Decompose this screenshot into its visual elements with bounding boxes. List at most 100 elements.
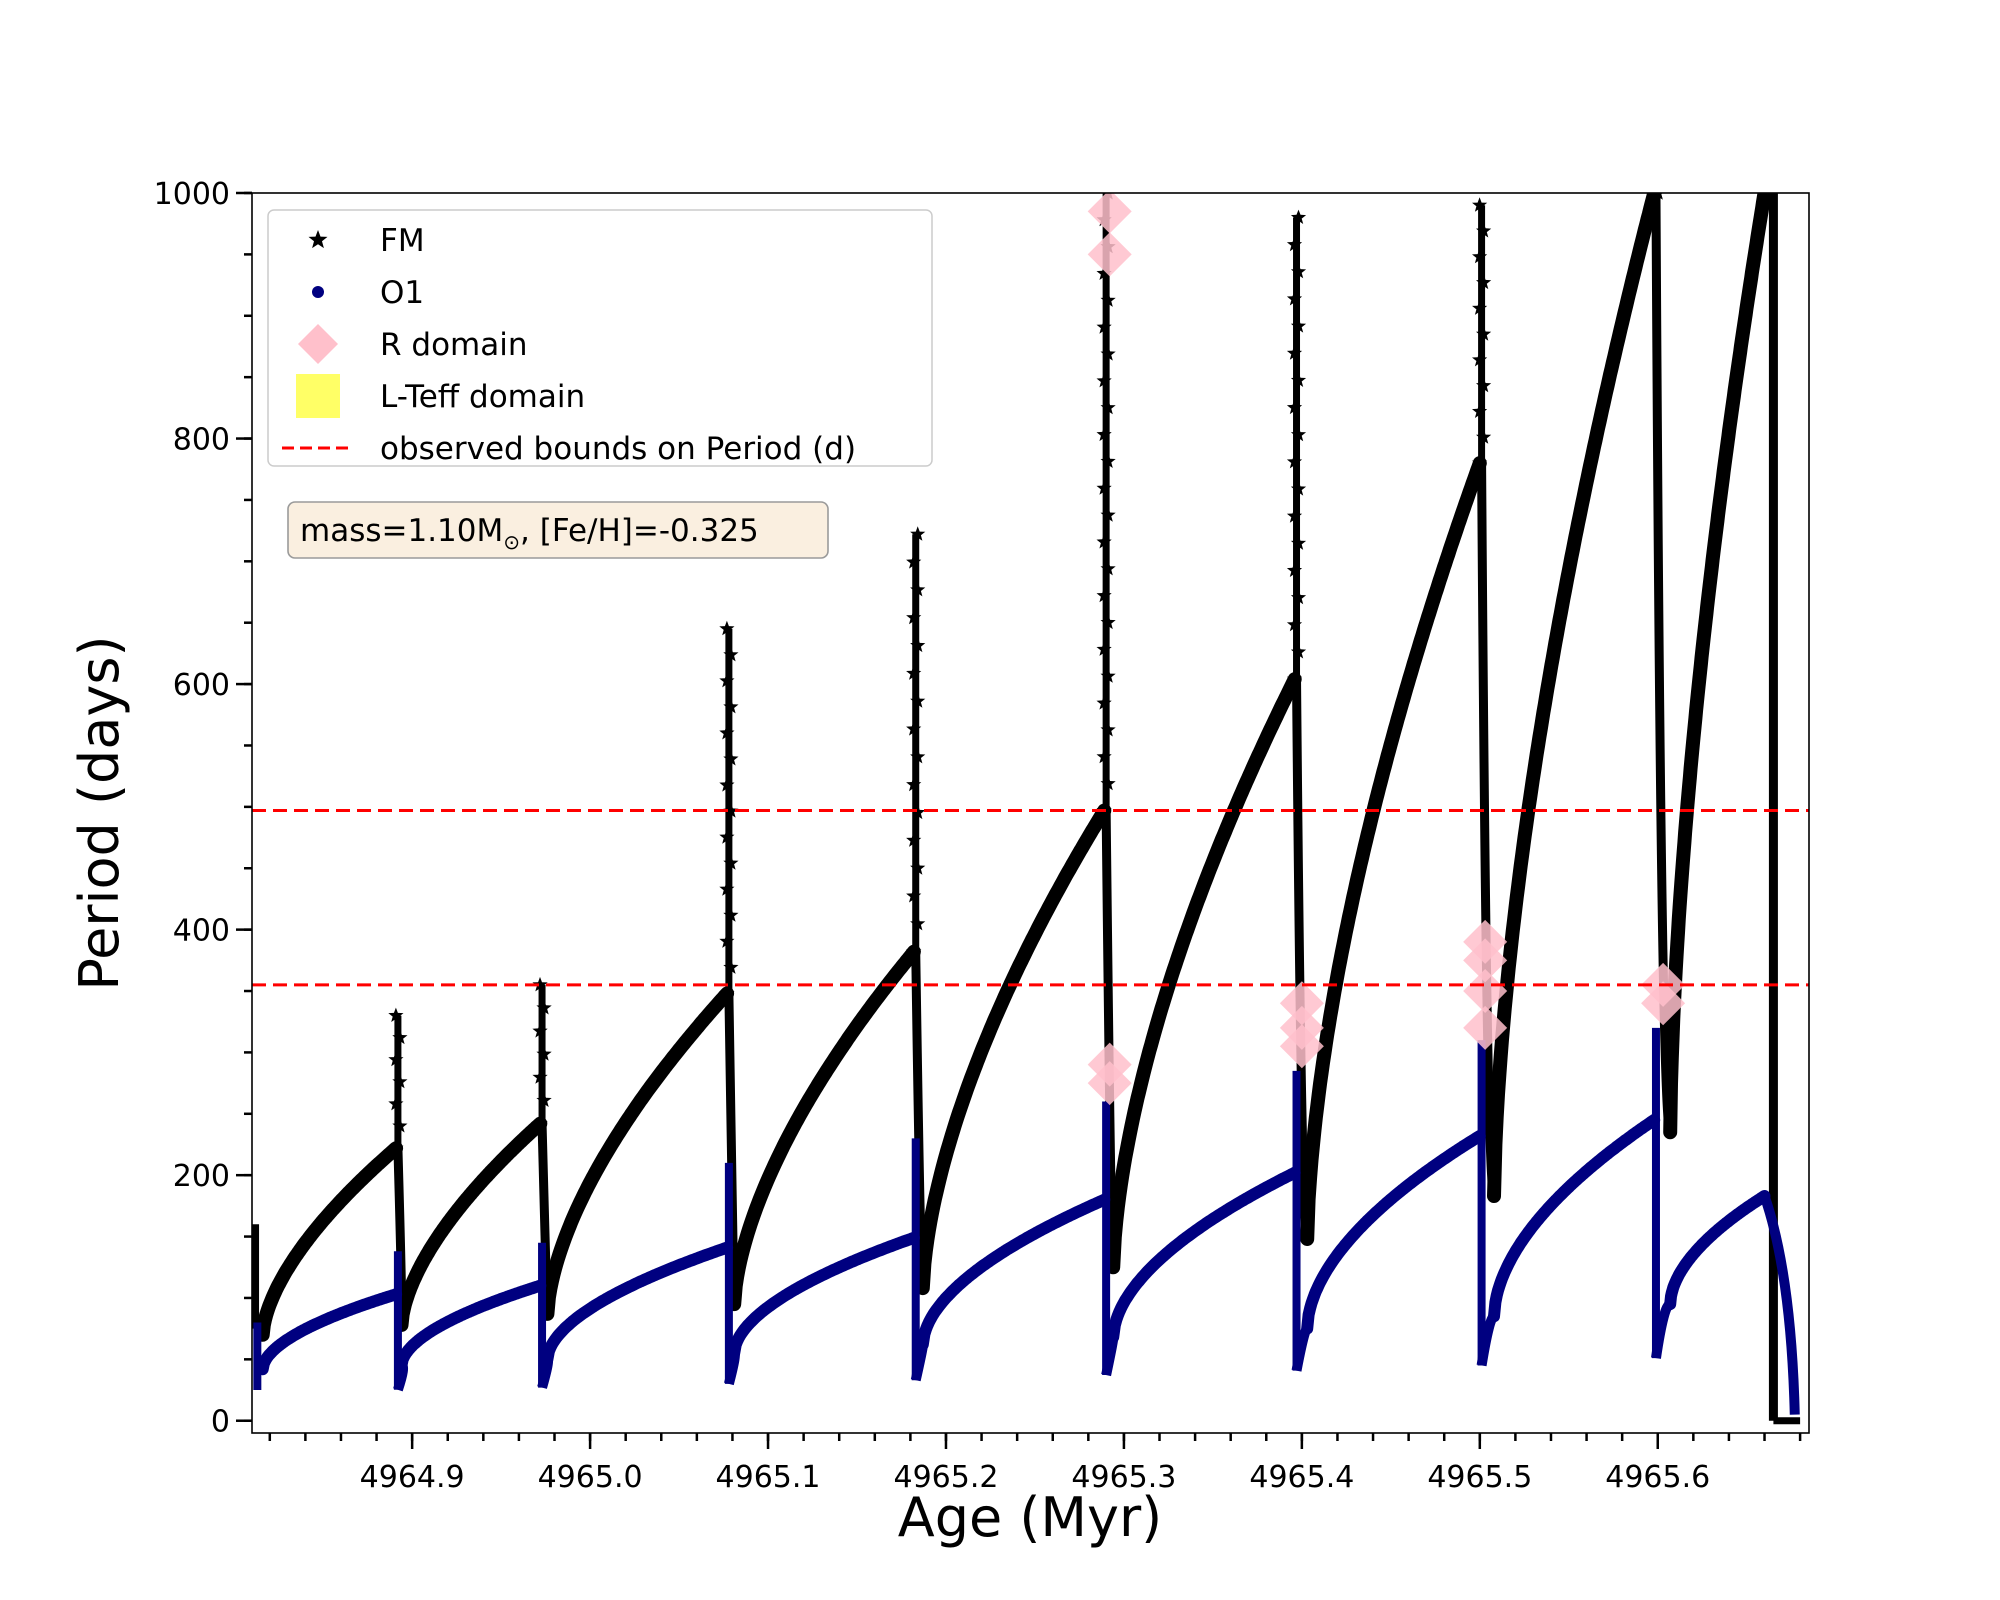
fm-star — [723, 855, 739, 870]
fm-star — [392, 1118, 408, 1133]
fm-star — [1476, 326, 1492, 341]
r-domain-point-0 — [1087, 193, 1132, 234]
fm-star — [388, 1140, 404, 1155]
o1-trail-5 — [1107, 1166, 1301, 1344]
legend-label: FM — [380, 223, 425, 259]
y-axis-title: Period (days) — [68, 635, 131, 990]
legend-item-r-domain: R domain — [298, 324, 528, 364]
o1-trail-3 — [728, 1231, 920, 1360]
fm-star — [536, 1046, 552, 1061]
fm-star — [906, 554, 922, 569]
fm-star — [1100, 722, 1116, 737]
legend-item-l-teff-domain: L-Teff domain — [296, 374, 585, 418]
x-axis-title: Age (Myr) — [898, 1486, 1163, 1549]
fm-star — [532, 1069, 548, 1084]
fm-star — [1472, 248, 1488, 264]
fm-star — [536, 1092, 552, 1107]
fm-star — [1286, 291, 1303, 306]
fm-star — [1100, 775, 1116, 791]
fm-star — [1290, 426, 1307, 442]
fm-star — [906, 721, 922, 736]
fm-star — [1476, 274, 1492, 290]
fm-trail-8 — [1663, 193, 1772, 1140]
fm-star — [719, 985, 735, 1000]
fm-star — [1100, 560, 1116, 576]
observed-bounds-lines — [252, 809, 1809, 987]
legend-label: O1 — [380, 275, 424, 311]
fm-star — [1100, 346, 1116, 361]
annotation-text: mass=1.10M⊙, [Fe/H]=-0.325 — [300, 513, 759, 554]
fm-star — [719, 777, 735, 792]
fm-star — [532, 1023, 548, 1038]
fm-star — [1096, 319, 1112, 334]
fm-star — [1476, 377, 1492, 393]
fm-star — [906, 665, 922, 680]
fm-star — [1286, 616, 1303, 632]
legend-label: observed bounds on Period (d) — [380, 431, 856, 467]
fm-star — [719, 672, 735, 688]
fm-star — [1100, 292, 1116, 307]
legend: FM O1 R domain L-Teff domain observed bounds… — [267, 209, 933, 467]
fm-star — [1290, 481, 1307, 496]
r-domain-point-10 — [1463, 1005, 1508, 1050]
o1-trail-4 — [916, 1193, 1111, 1351]
legend-frame — [267, 209, 933, 467]
fm-star — [723, 646, 739, 662]
legend-diamond-icon — [298, 324, 338, 364]
y-tick-label: 1000 — [154, 177, 230, 212]
fm-star — [719, 881, 735, 896]
y-tick-label: 200 — [173, 1159, 230, 1194]
o1-trail-6 — [1301, 1129, 1486, 1335]
fm-star — [719, 620, 735, 636]
x-axis: 4964.9 4965.0 4965.1 4965.2 4965.3 4965.4 4965… — [268, 1433, 1802, 1495]
fm-trail-6 — [1300, 456, 1487, 1246]
fm-star — [723, 959, 739, 974]
x-tick-label: 4964.9 — [360, 1460, 465, 1495]
legend-label: R domain — [380, 327, 528, 363]
fm-star — [1100, 668, 1116, 683]
fm-star — [1100, 453, 1116, 468]
fm-star — [719, 933, 735, 948]
fm-star — [906, 888, 922, 903]
fm-star — [1096, 534, 1112, 549]
fm-trail-3 — [727, 944, 921, 1312]
fm-star — [910, 693, 926, 708]
fm-star — [1472, 300, 1488, 315]
fm-star — [1472, 197, 1488, 212]
fm-star — [1286, 399, 1303, 415]
fm-trail-7 — [1487, 193, 1662, 1203]
r-domain-point-1 — [1087, 232, 1132, 277]
fm-star — [1096, 426, 1112, 442]
legend-item-observed-bounds-on-period-d-: observed bounds on Period (d) — [282, 431, 856, 467]
y-tick-label: 800 — [173, 423, 230, 458]
annotation-feh: , [Fe/H]=-0.325 — [520, 513, 759, 549]
x-tick-label: 4965.6 — [1605, 1460, 1710, 1495]
fm-trail-0 — [255, 1141, 404, 1342]
fm-star — [723, 907, 739, 922]
fm-star — [1286, 236, 1303, 252]
o1-series — [253, 1027, 1800, 1415]
fm-star — [906, 609, 922, 625]
y-tick-label: 0 — [211, 1405, 230, 1440]
fm-star — [910, 748, 926, 764]
fm-star — [910, 804, 926, 820]
y-tick-label: 600 — [173, 668, 230, 703]
fm-star — [910, 582, 926, 597]
fm-star — [910, 860, 926, 875]
fm-star — [1096, 748, 1112, 764]
x-tick-label: 4965.4 — [1249, 1460, 1354, 1495]
fm-star — [1100, 507, 1116, 522]
fm-star — [1286, 345, 1303, 360]
fm-star — [1100, 614, 1116, 630]
x-tick-label: 4965.5 — [1427, 1460, 1532, 1495]
fm-star — [1286, 508, 1303, 523]
fm-star — [1290, 644, 1307, 659]
r-domain-point-12 — [1641, 981, 1686, 1026]
fm-star — [719, 829, 735, 844]
fm-trail-4 — [915, 803, 1112, 1296]
o1-trail-7 — [1488, 1113, 1661, 1323]
x-tick-label: 4965.0 — [538, 1460, 643, 1495]
o1-trail-2 — [541, 1241, 734, 1366]
fm-star — [392, 1073, 408, 1089]
